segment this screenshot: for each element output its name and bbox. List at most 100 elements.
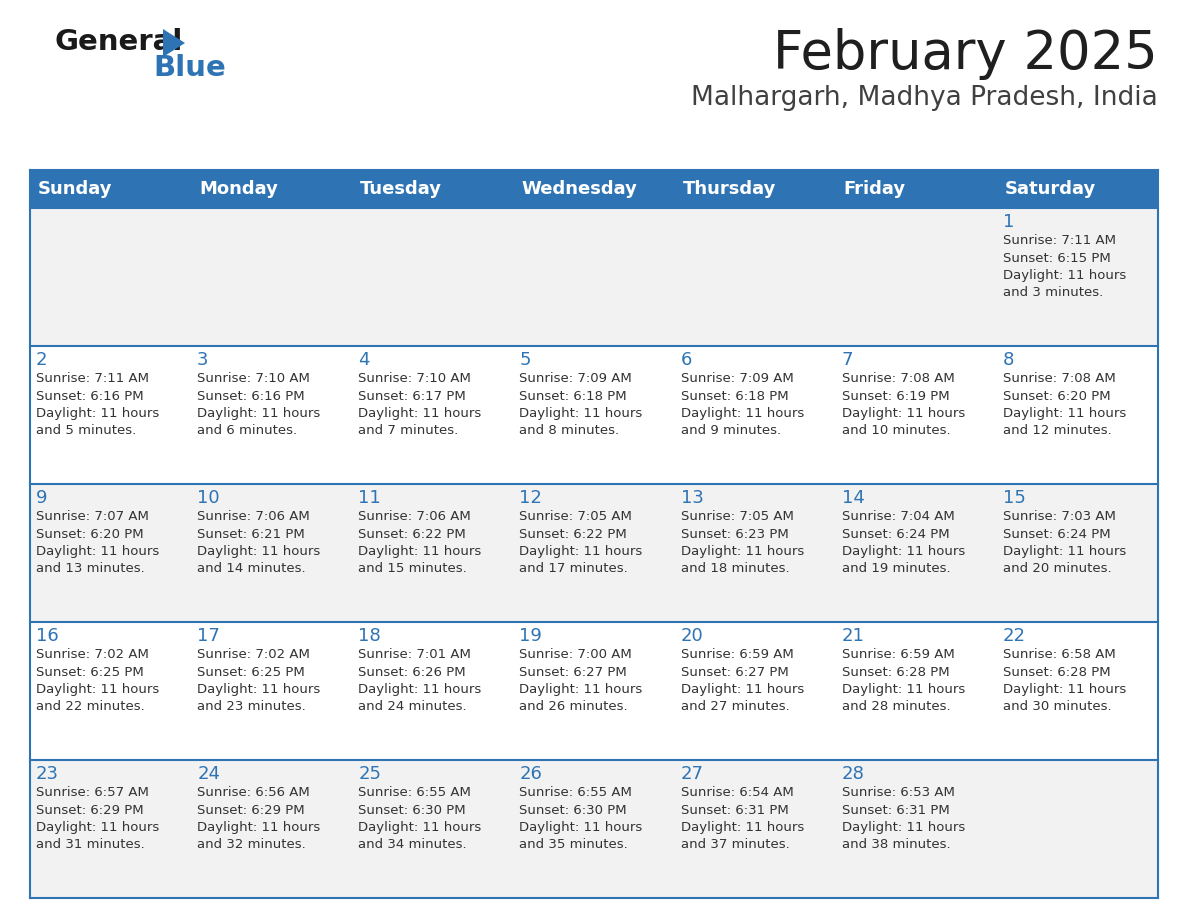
Text: Daylight: 11 hours: Daylight: 11 hours xyxy=(1003,545,1126,558)
Text: 6: 6 xyxy=(681,351,691,369)
Text: Sunrise: 7:11 AM: Sunrise: 7:11 AM xyxy=(36,372,148,385)
Text: Daylight: 11 hours: Daylight: 11 hours xyxy=(36,683,159,696)
Text: Sunrise: 6:59 AM: Sunrise: 6:59 AM xyxy=(681,648,794,661)
Text: Sunrise: 7:00 AM: Sunrise: 7:00 AM xyxy=(519,648,632,661)
Text: Sunrise: 6:58 AM: Sunrise: 6:58 AM xyxy=(1003,648,1116,661)
Text: and 38 minutes.: and 38 minutes. xyxy=(842,838,950,852)
Text: and 24 minutes.: and 24 minutes. xyxy=(359,700,467,713)
Text: Sunrise: 7:09 AM: Sunrise: 7:09 AM xyxy=(681,372,794,385)
Text: 22: 22 xyxy=(1003,627,1026,645)
Text: and 12 minutes.: and 12 minutes. xyxy=(1003,424,1112,438)
Text: Tuesday: Tuesday xyxy=(360,180,442,198)
Text: Daylight: 11 hours: Daylight: 11 hours xyxy=(1003,407,1126,420)
Text: Daylight: 11 hours: Daylight: 11 hours xyxy=(1003,269,1126,282)
Text: Sunrise: 6:56 AM: Sunrise: 6:56 AM xyxy=(197,786,310,799)
Text: Sunset: 6:30 PM: Sunset: 6:30 PM xyxy=(359,803,466,816)
Text: and 3 minutes.: and 3 minutes. xyxy=(1003,286,1104,299)
Text: Sunrise: 6:55 AM: Sunrise: 6:55 AM xyxy=(359,786,472,799)
Text: Daylight: 11 hours: Daylight: 11 hours xyxy=(197,683,321,696)
Text: Sunrise: 7:04 AM: Sunrise: 7:04 AM xyxy=(842,510,954,523)
Text: 14: 14 xyxy=(842,489,865,507)
Text: and 19 minutes.: and 19 minutes. xyxy=(842,563,950,576)
Text: and 32 minutes.: and 32 minutes. xyxy=(197,838,305,852)
Text: Sunset: 6:24 PM: Sunset: 6:24 PM xyxy=(1003,528,1111,541)
Text: Sunrise: 7:11 AM: Sunrise: 7:11 AM xyxy=(1003,234,1116,247)
Text: Blue: Blue xyxy=(153,54,226,82)
Text: Sunrise: 7:05 AM: Sunrise: 7:05 AM xyxy=(681,510,794,523)
Text: Sunset: 6:26 PM: Sunset: 6:26 PM xyxy=(359,666,466,678)
Text: Daylight: 11 hours: Daylight: 11 hours xyxy=(519,821,643,834)
Text: Daylight: 11 hours: Daylight: 11 hours xyxy=(519,683,643,696)
Text: Daylight: 11 hours: Daylight: 11 hours xyxy=(681,545,804,558)
Text: and 22 minutes.: and 22 minutes. xyxy=(36,700,145,713)
Polygon shape xyxy=(163,29,185,57)
Text: Daylight: 11 hours: Daylight: 11 hours xyxy=(842,545,965,558)
Text: Sunset: 6:25 PM: Sunset: 6:25 PM xyxy=(197,666,305,678)
Text: 12: 12 xyxy=(519,489,542,507)
Text: and 18 minutes.: and 18 minutes. xyxy=(681,563,789,576)
Text: Sunset: 6:27 PM: Sunset: 6:27 PM xyxy=(519,666,627,678)
Text: 26: 26 xyxy=(519,765,542,783)
Text: Daylight: 11 hours: Daylight: 11 hours xyxy=(681,683,804,696)
Text: 17: 17 xyxy=(197,627,220,645)
Text: Sunrise: 7:10 AM: Sunrise: 7:10 AM xyxy=(359,372,472,385)
Text: Sunrise: 7:02 AM: Sunrise: 7:02 AM xyxy=(197,648,310,661)
Text: Sunrise: 7:06 AM: Sunrise: 7:06 AM xyxy=(359,510,470,523)
Text: Sunday: Sunday xyxy=(38,180,113,198)
Text: 28: 28 xyxy=(842,765,865,783)
Text: Sunset: 6:30 PM: Sunset: 6:30 PM xyxy=(519,803,627,816)
Text: 9: 9 xyxy=(36,489,48,507)
Text: 10: 10 xyxy=(197,489,220,507)
Text: Sunset: 6:16 PM: Sunset: 6:16 PM xyxy=(197,389,305,402)
Text: Sunset: 6:31 PM: Sunset: 6:31 PM xyxy=(681,803,789,816)
Text: Daylight: 11 hours: Daylight: 11 hours xyxy=(519,545,643,558)
Text: 15: 15 xyxy=(1003,489,1025,507)
Text: Daylight: 11 hours: Daylight: 11 hours xyxy=(197,407,321,420)
Text: Sunset: 6:20 PM: Sunset: 6:20 PM xyxy=(1003,389,1111,402)
Text: 8: 8 xyxy=(1003,351,1015,369)
Text: February 2025: February 2025 xyxy=(773,28,1158,80)
Text: Daylight: 11 hours: Daylight: 11 hours xyxy=(36,545,159,558)
Text: Sunset: 6:28 PM: Sunset: 6:28 PM xyxy=(842,666,949,678)
Text: 7: 7 xyxy=(842,351,853,369)
Text: Sunset: 6:24 PM: Sunset: 6:24 PM xyxy=(842,528,949,541)
Text: Sunset: 6:21 PM: Sunset: 6:21 PM xyxy=(197,528,305,541)
Text: General: General xyxy=(55,28,183,56)
Text: Monday: Monday xyxy=(200,180,278,198)
Bar xyxy=(30,622,1158,760)
Text: 18: 18 xyxy=(359,627,381,645)
Text: 24: 24 xyxy=(197,765,220,783)
Text: Daylight: 11 hours: Daylight: 11 hours xyxy=(359,545,481,558)
Text: and 10 minutes.: and 10 minutes. xyxy=(842,424,950,438)
Text: and 28 minutes.: and 28 minutes. xyxy=(842,700,950,713)
Text: Sunset: 6:25 PM: Sunset: 6:25 PM xyxy=(36,666,144,678)
Text: Daylight: 11 hours: Daylight: 11 hours xyxy=(1003,683,1126,696)
Text: Sunset: 6:15 PM: Sunset: 6:15 PM xyxy=(1003,252,1111,264)
Text: Sunrise: 6:59 AM: Sunrise: 6:59 AM xyxy=(842,648,954,661)
Text: and 8 minutes.: and 8 minutes. xyxy=(519,424,620,438)
Text: 13: 13 xyxy=(681,489,703,507)
Text: Sunset: 6:22 PM: Sunset: 6:22 PM xyxy=(359,528,466,541)
Bar xyxy=(30,208,1158,346)
Bar xyxy=(30,170,1158,208)
Text: Sunset: 6:18 PM: Sunset: 6:18 PM xyxy=(681,389,788,402)
Text: Sunrise: 6:53 AM: Sunrise: 6:53 AM xyxy=(842,786,955,799)
Text: and 9 minutes.: and 9 minutes. xyxy=(681,424,781,438)
Text: Daylight: 11 hours: Daylight: 11 hours xyxy=(842,683,965,696)
Text: Daylight: 11 hours: Daylight: 11 hours xyxy=(359,821,481,834)
Text: Sunrise: 6:54 AM: Sunrise: 6:54 AM xyxy=(681,786,794,799)
Text: 1: 1 xyxy=(1003,213,1015,231)
Text: and 17 minutes.: and 17 minutes. xyxy=(519,563,628,576)
Text: Sunrise: 6:55 AM: Sunrise: 6:55 AM xyxy=(519,786,632,799)
Text: Daylight: 11 hours: Daylight: 11 hours xyxy=(359,683,481,696)
Text: 4: 4 xyxy=(359,351,369,369)
Text: and 5 minutes.: and 5 minutes. xyxy=(36,424,137,438)
Text: Daylight: 11 hours: Daylight: 11 hours xyxy=(842,407,965,420)
Text: Sunset: 6:23 PM: Sunset: 6:23 PM xyxy=(681,528,789,541)
Bar xyxy=(30,346,1158,484)
Text: 2: 2 xyxy=(36,351,48,369)
Text: Sunrise: 6:57 AM: Sunrise: 6:57 AM xyxy=(36,786,148,799)
Text: Daylight: 11 hours: Daylight: 11 hours xyxy=(197,545,321,558)
Text: Sunrise: 7:03 AM: Sunrise: 7:03 AM xyxy=(1003,510,1116,523)
Text: and 37 minutes.: and 37 minutes. xyxy=(681,838,789,852)
